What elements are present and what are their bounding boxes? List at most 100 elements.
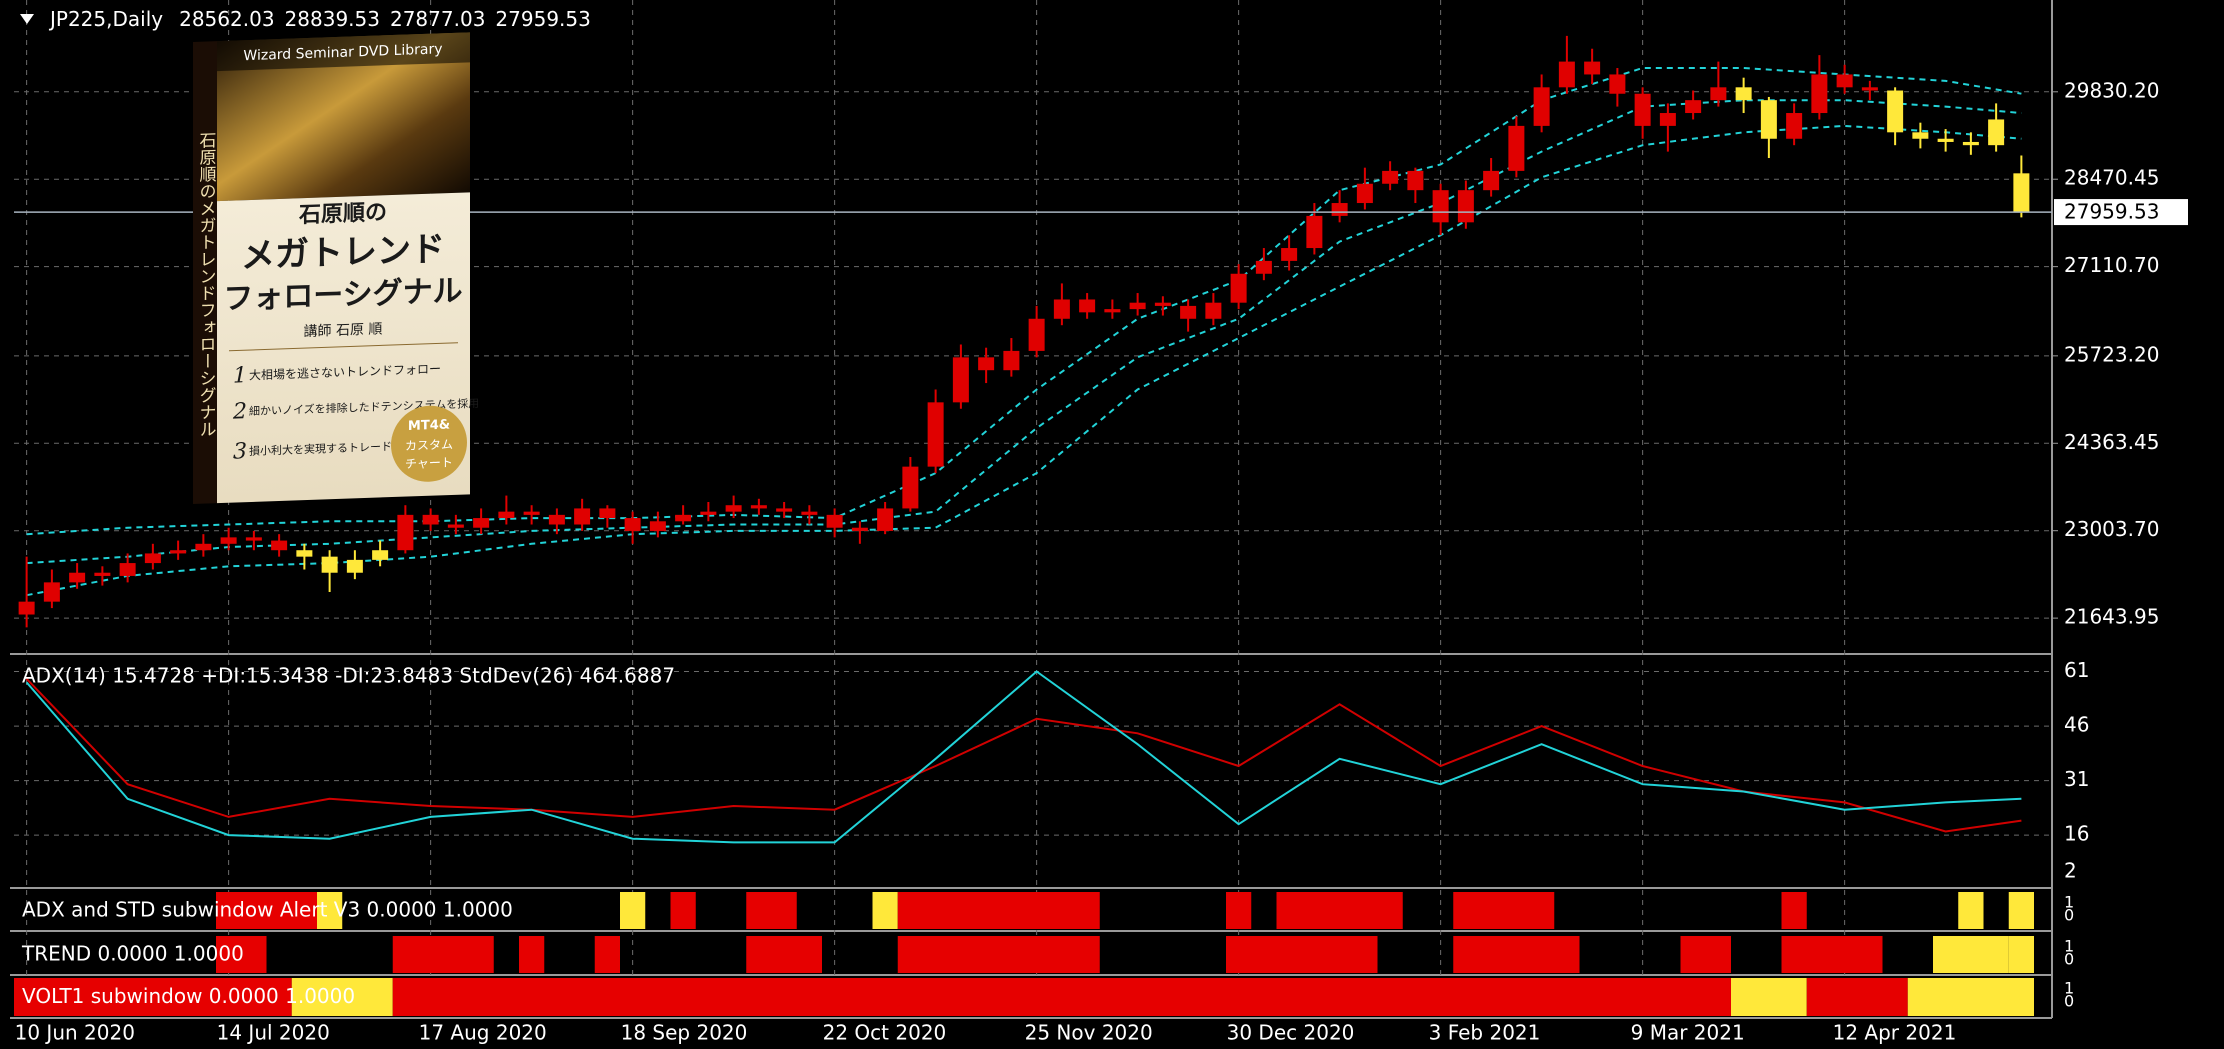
candle-body <box>650 521 666 531</box>
badge-text: チャート <box>405 455 453 471</box>
x-tick-label: 17 Aug 2020 <box>419 1021 547 1045</box>
candle-body <box>347 560 363 573</box>
signal-segment <box>1933 936 2009 973</box>
signal-segment <box>898 936 1100 973</box>
candle-body <box>372 550 388 560</box>
candle-body <box>928 402 944 466</box>
candle-body <box>751 505 767 508</box>
y-tick-label: 23003.70 <box>2064 517 2159 541</box>
point-number: 1 <box>233 363 247 388</box>
signal-segment <box>393 978 1731 1016</box>
signal-segment <box>1782 892 1807 929</box>
candle-body <box>1508 126 1524 171</box>
signal-segment <box>1226 892 1251 929</box>
candle-body <box>1281 248 1297 261</box>
candle-body <box>953 357 969 402</box>
candle-body <box>1407 171 1423 190</box>
signal-segment <box>873 892 898 929</box>
candle-body <box>1205 303 1221 319</box>
point-number: 2 <box>232 399 247 425</box>
x-tick-label: 18 Sep 2020 <box>621 1021 748 1045</box>
candle-body <box>625 518 641 531</box>
panel-title: TREND 0.0000 1.0000 <box>21 942 244 966</box>
candle-body <box>1988 119 2004 145</box>
candle-body <box>524 512 540 515</box>
panel-title: VOLT1 subwindow 0.0000 1.0000 <box>22 984 355 1008</box>
candle-body <box>498 512 514 518</box>
candle-body <box>877 508 893 531</box>
candle-body <box>423 515 439 525</box>
author-of: 石原順の <box>298 199 387 228</box>
signal-segment <box>1453 892 1554 929</box>
candle-body <box>448 525 464 528</box>
signal-segment <box>671 892 696 929</box>
signal-segment <box>1958 892 1983 929</box>
candle-body <box>94 573 110 576</box>
x-tick-label: 25 Nov 2020 <box>1025 1021 1153 1045</box>
candle-body <box>1635 94 1651 126</box>
signal-segment <box>1226 936 1378 973</box>
candle-body <box>852 528 868 531</box>
candle-body <box>1231 274 1247 303</box>
signal-segment <box>1782 936 1883 973</box>
candle-body <box>246 537 262 540</box>
panel-title: ADX and STD subwindow Alert V3 0.0000 1.… <box>22 898 513 922</box>
candle-body <box>700 512 716 515</box>
candle-body <box>473 518 489 528</box>
y-tick-label: 21643.95 <box>2064 605 2159 629</box>
signal-segment <box>2009 936 2034 973</box>
signal-segment <box>746 892 797 929</box>
candle-body <box>195 544 211 550</box>
candle-body <box>1609 74 1625 93</box>
last-open: 28562.03 <box>179 7 274 31</box>
signal-segment <box>2009 892 2034 929</box>
point-number: 3 <box>233 439 247 464</box>
candle-body <box>1710 87 1726 100</box>
candle-body <box>1862 87 1878 90</box>
lecturer: 講師 石原 順 <box>304 321 383 340</box>
page: JP225,Daily28562.0328839.5327877.0327959… <box>0 0 2224 1049</box>
candle-body <box>1357 184 1373 203</box>
y-tick-label: 16 <box>2064 822 2089 846</box>
signal-segment <box>393 936 494 973</box>
candle-body <box>1837 74 1853 87</box>
candle-body <box>19 602 35 615</box>
y-tick-label: 31 <box>2064 767 2089 791</box>
x-tick-label: 22 Oct 2020 <box>823 1021 947 1045</box>
candle-body <box>1912 132 1928 138</box>
signal-segment <box>898 892 1100 929</box>
last-low: 27877.03 <box>390 7 485 31</box>
candle-body <box>1534 87 1550 126</box>
candle-body <box>69 573 85 583</box>
candle-body <box>1382 171 1398 184</box>
candle-body <box>44 582 60 601</box>
y-tick-label: 27110.70 <box>2064 253 2159 277</box>
candle-body <box>1938 139 1954 142</box>
candle-body <box>2013 173 2029 212</box>
signal-segment <box>595 936 620 973</box>
candle-body <box>1736 87 1752 100</box>
signal-segment <box>1277 892 1403 929</box>
x-tick-label: 9 Mar 2021 <box>1631 1021 1745 1045</box>
panel-title: ADX(14) 15.4728 +DI:15.3438 -DI:23.8483 … <box>22 664 675 688</box>
y-tick-label: 24363.45 <box>2064 430 2159 454</box>
dvd-advertisement: 石原順のメガトレンドフォローシグナル Wizard Seminar DVD Li… <box>193 32 479 504</box>
x-tick-label: 12 Apr 2021 <box>1833 1021 1957 1045</box>
signal-segment <box>620 892 645 929</box>
candle-body <box>1104 309 1120 312</box>
y-tick-label: 25723.20 <box>2064 342 2159 366</box>
candle-body <box>827 515 843 528</box>
candle-body <box>397 515 413 550</box>
terminal-chart: JP225,Daily28562.0328839.5327877.0327959… <box>0 0 2224 1049</box>
y-tick-label: 0 <box>2064 992 2074 1011</box>
candle-body <box>1029 319 1045 351</box>
candle-body <box>1054 299 1070 318</box>
candle-body <box>1180 306 1196 319</box>
spine-title: 石原順のメガトレンドフォローシグナル <box>196 131 216 438</box>
candle-body <box>1306 216 1322 248</box>
candle-body <box>170 550 186 553</box>
signal-segment <box>1453 936 1579 973</box>
candle-body <box>1332 203 1348 216</box>
candle-body <box>1685 100 1701 113</box>
candle-body <box>1963 142 1979 145</box>
